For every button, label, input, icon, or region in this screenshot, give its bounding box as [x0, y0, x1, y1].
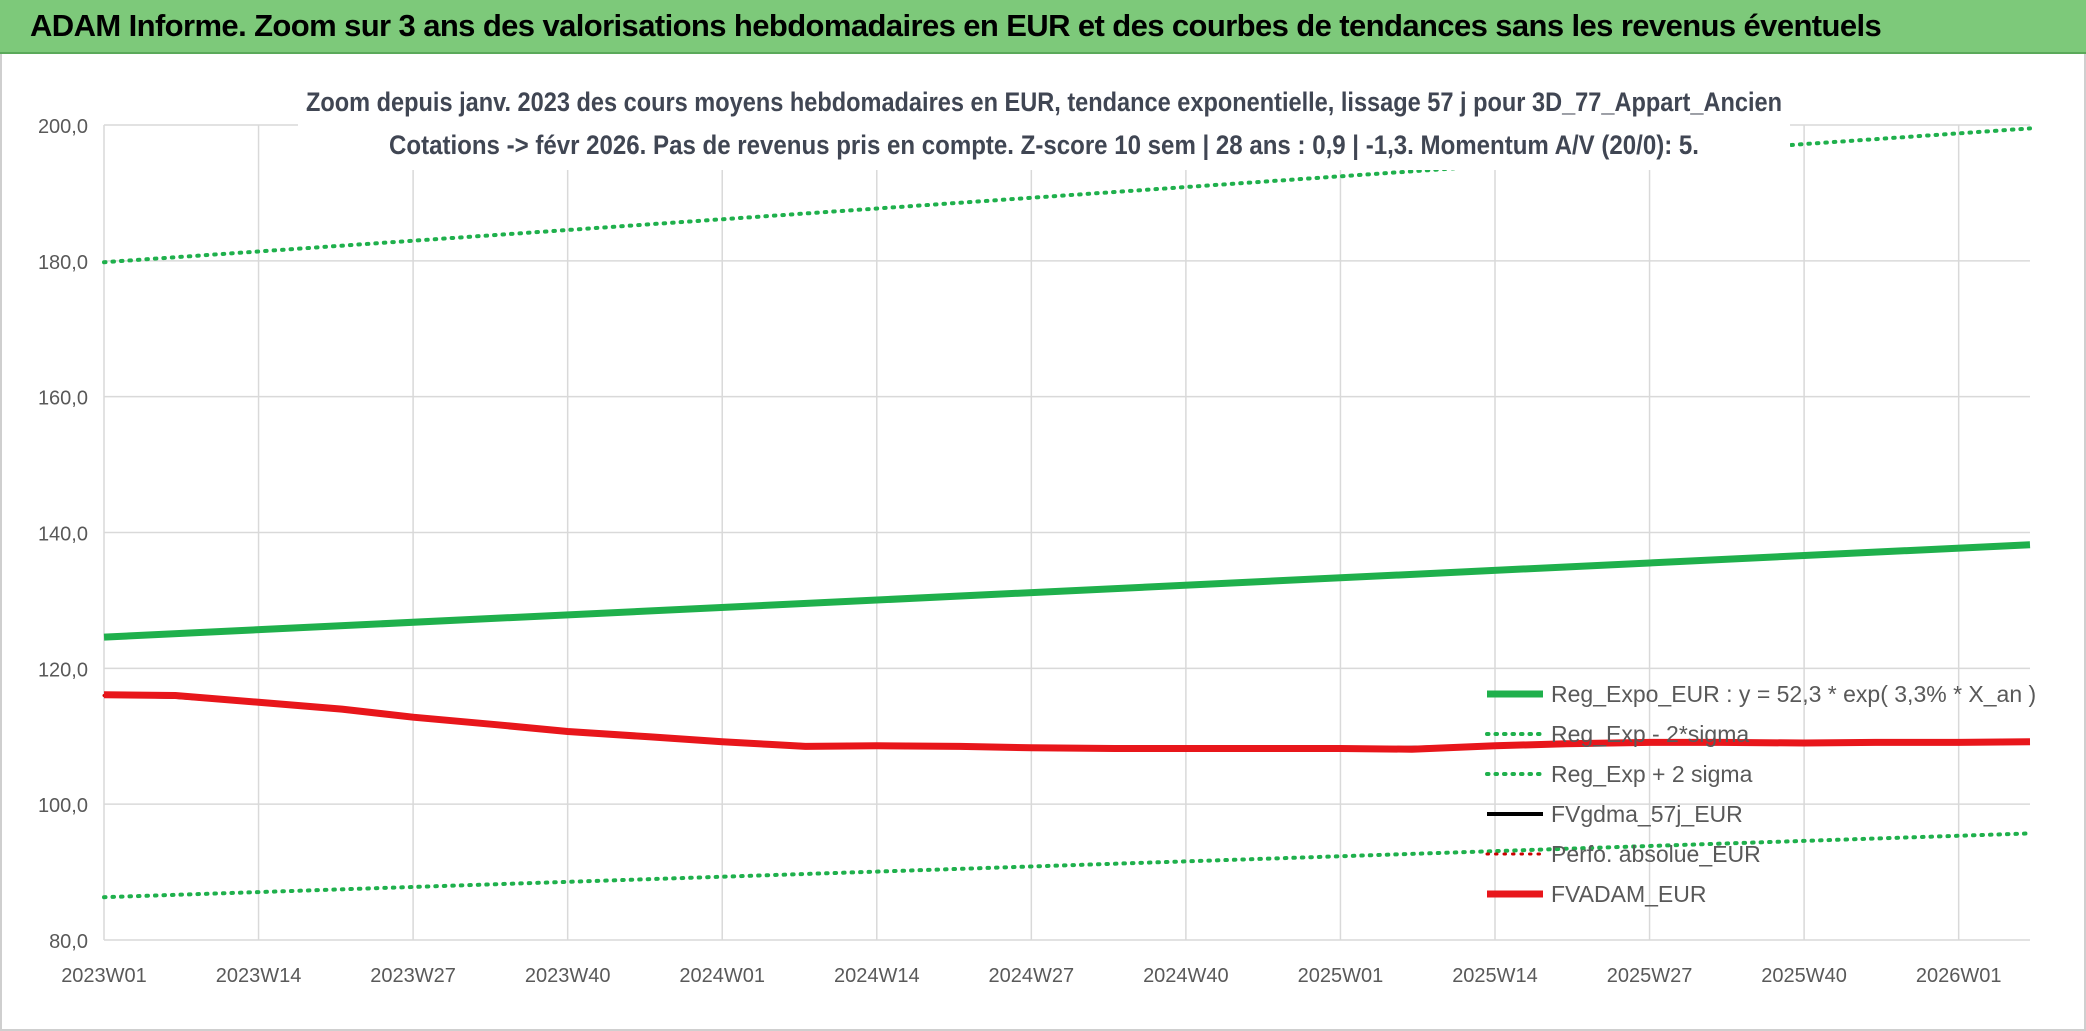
legend-label: Reg_Exp + 2 sigma [1551, 761, 1753, 787]
x-tick-label: 2025W01 [1298, 965, 1384, 987]
y-tick-label: 140,0 [38, 524, 88, 546]
x-tick-label: 2026W01 [1916, 965, 2002, 987]
x-tick-label: 2025W40 [1761, 965, 1847, 987]
y-tick-label: 100,0 [38, 795, 88, 817]
x-tick-label: 2025W14 [1452, 965, 1538, 987]
chart-title-background [298, 80, 1790, 170]
legend-label: Reg_Expo_EUR : y = 52,3 * exp( 3,3% * X_… [1551, 681, 2036, 707]
chart-title-line-2: Cotations -> févr 2026. Pas de revenus p… [389, 130, 1699, 160]
x-tick-label: 2023W27 [370, 965, 456, 987]
x-axis-tick-labels: 2023W01 2023W14 2023W27 2023W40 2024W01 2024W… [61, 965, 2001, 987]
y-tick-label: 80,0 [49, 931, 88, 953]
chart-title-line-1: Zoom depuis janv. 2023 des cours moyens … [306, 87, 1782, 117]
x-tick-label: 2024W40 [1143, 965, 1229, 987]
y-tick-label: 200,0 [38, 116, 88, 138]
legend-label: Reg_Exp - 2*sigma [1551, 721, 1749, 747]
legend-label: FVADAM_EUR [1551, 881, 1707, 907]
legend: Reg_Expo_EUR : y = 52,3 * exp( 3,3% * X_… [1485, 681, 2036, 907]
header-bar: ADAM Informe. Zoom sur 3 ans des valoris… [0, 0, 2086, 54]
y-axis-tick-labels: 80,0 100,0 120,0 140,0 160,0 180,0 200,0 [38, 116, 88, 953]
series-lines [102, 126, 2032, 900]
series-line-1 [102, 831, 2032, 900]
x-tick-label: 2023W40 [525, 965, 611, 987]
x-tick-label: 2023W14 [216, 965, 302, 987]
chart-frame [0, 54, 2086, 1031]
x-tick-label: 2025W27 [1607, 965, 1693, 987]
y-tick-label: 180,0 [38, 252, 88, 274]
page-title: ADAM Informe. Zoom sur 3 ans des valoris… [30, 8, 1882, 43]
y-tick-label: 160,0 [38, 388, 88, 410]
x-tick-label: 2024W01 [679, 965, 765, 987]
chart-title: Zoom depuis janv. 2023 des cours moyens … [298, 80, 1790, 170]
series-line-5 [103, 691, 2031, 753]
legend-label: FVgdma_57j_EUR [1551, 801, 1743, 827]
x-tick-label: 2024W14 [834, 965, 920, 987]
series-line-0 [103, 541, 2031, 641]
legend-label: Perfo. absolue_EUR [1551, 841, 1761, 867]
x-tick-label: 2023W01 [61, 965, 147, 987]
y-tick-label: 120,0 [38, 659, 88, 681]
x-tick-label: 2024W27 [989, 965, 1075, 987]
